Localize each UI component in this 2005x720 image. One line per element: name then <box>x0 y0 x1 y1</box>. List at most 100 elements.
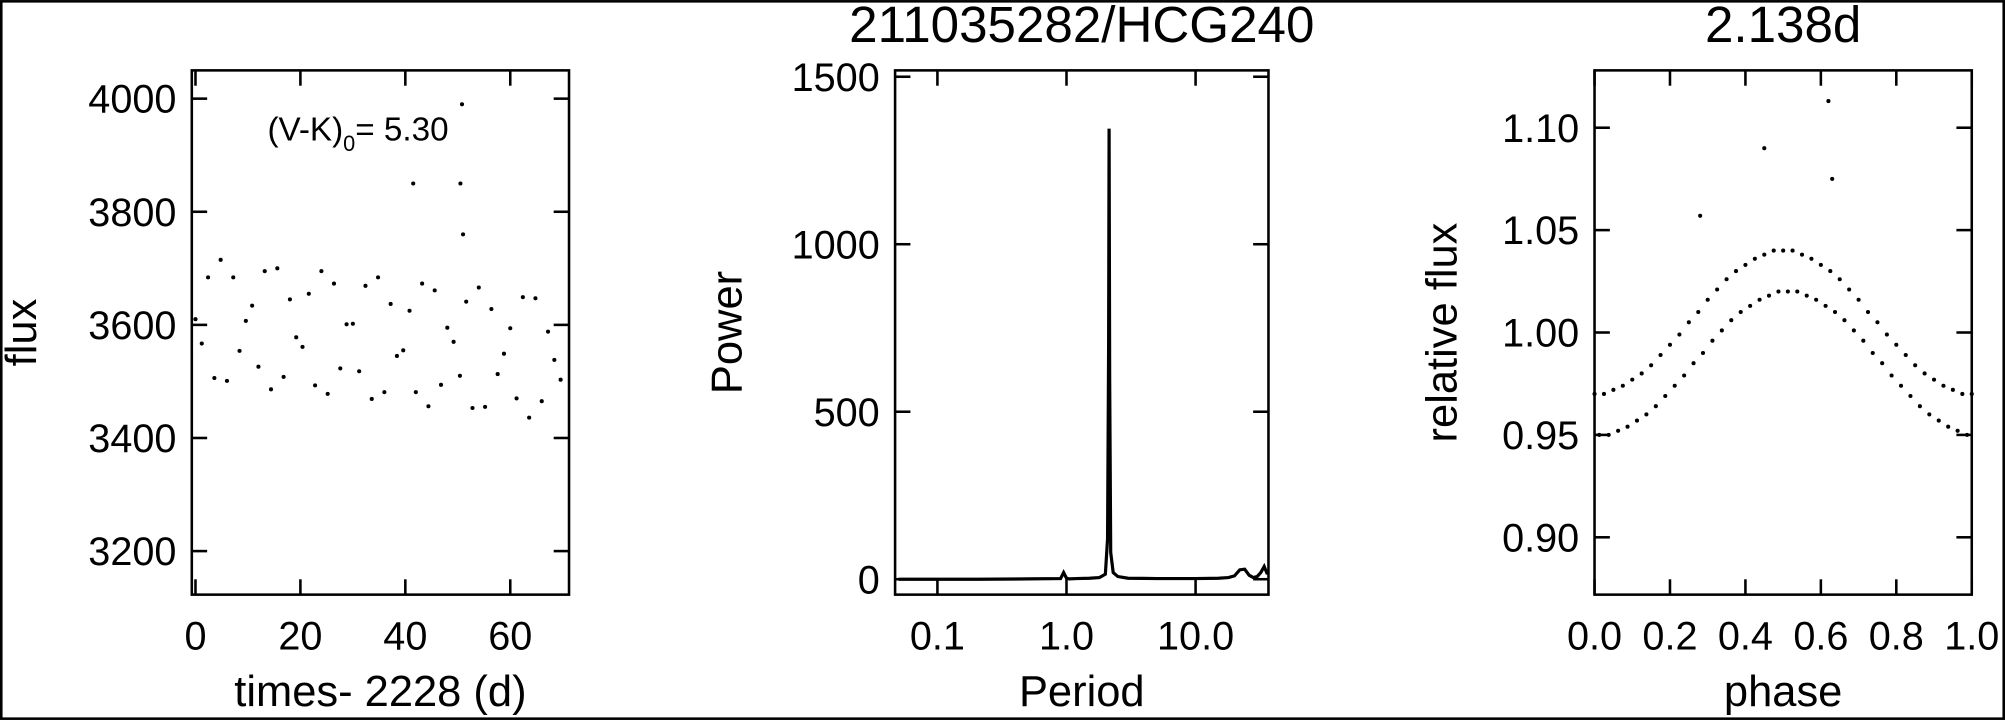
data-point <box>1889 373 1894 378</box>
data-point <box>451 339 456 344</box>
x-tick-label: 10.0 <box>1157 615 1234 659</box>
y-tick-label: 1.00 <box>1502 312 1579 356</box>
data-point <box>1847 287 1852 292</box>
x-axis-label: Period <box>1019 668 1145 716</box>
data-point <box>237 348 242 353</box>
data-point <box>338 366 343 371</box>
data-point <box>1875 320 1880 325</box>
data-point <box>363 283 368 288</box>
data-point <box>1743 262 1748 267</box>
x-tick-label: 0.0 <box>1567 615 1622 659</box>
data-point <box>1969 391 1974 396</box>
y-tick-label: 1500 <box>792 56 880 100</box>
x-tick-label: 20 <box>278 615 322 659</box>
data-point <box>1790 248 1795 253</box>
annotation: (V-K)0= 5.30 <box>267 112 448 156</box>
annotation-main: (V-K) <box>267 112 343 149</box>
x-tick-label: 0 <box>184 615 206 659</box>
data-point <box>1837 277 1842 282</box>
x-axis-label: times- 2228 (d) <box>234 668 526 716</box>
data-point <box>394 353 399 359</box>
y-tick-label: 0.95 <box>1502 414 1579 458</box>
data-point <box>558 377 563 382</box>
data-point <box>401 348 406 353</box>
y-axis-label: flux <box>0 298 46 366</box>
y-tick-label: 0.90 <box>1502 516 1579 560</box>
x-tick-label: 1.0 <box>1039 615 1094 659</box>
data-point <box>331 281 337 286</box>
y-axis-label: relative flux <box>1418 222 1466 442</box>
data-point <box>1799 252 1805 257</box>
data-point <box>1682 373 1687 378</box>
data-point <box>1592 391 1597 396</box>
data-point <box>413 390 418 395</box>
data-point <box>1776 289 1781 294</box>
data-point <box>1762 252 1767 257</box>
data-point <box>1625 424 1630 429</box>
data-point <box>1752 256 1757 261</box>
data-point <box>281 374 286 379</box>
x-tick-label: 0.1 <box>910 615 965 659</box>
data-point <box>1715 287 1720 292</box>
data-point <box>1946 424 1951 429</box>
y-tick-label: 0 <box>858 558 880 602</box>
data-point <box>464 299 469 304</box>
data-point <box>1644 412 1649 417</box>
data-point <box>1922 371 1927 376</box>
data-point <box>1757 297 1762 302</box>
data-point <box>407 308 412 313</box>
data-point <box>218 257 223 262</box>
data-point <box>1832 309 1838 315</box>
data-point <box>1964 432 1970 437</box>
plot-area <box>893 69 1270 596</box>
plot-area <box>190 69 571 596</box>
data-point <box>250 303 255 308</box>
y-axis-label: Power <box>704 271 752 394</box>
data-point <box>1677 332 1682 337</box>
data-point <box>1785 289 1790 294</box>
data-point <box>438 382 444 387</box>
x-tick-label: 40 <box>383 615 427 659</box>
data-point <box>1917 404 1922 409</box>
data-point <box>1719 328 1724 333</box>
data-point <box>294 335 299 340</box>
data-point <box>1696 309 1701 315</box>
data-point <box>1733 269 1739 274</box>
data-point <box>539 399 544 404</box>
x-tick-label: 1.0 <box>1944 615 1999 659</box>
data-point <box>1826 99 1831 104</box>
data-point <box>1781 248 1786 253</box>
data-point <box>1606 432 1611 437</box>
data-point <box>1724 277 1729 282</box>
data-point <box>193 317 198 322</box>
data-point <box>1698 213 1703 218</box>
x-tick-label: 0.6 <box>1793 615 1848 659</box>
data-point <box>1884 332 1889 337</box>
data-point <box>1818 262 1823 267</box>
data-point <box>1941 383 1946 388</box>
y-tick-label: 1.05 <box>1502 209 1579 253</box>
data-point <box>501 351 507 356</box>
data-point <box>1927 412 1932 417</box>
data-point <box>1616 428 1621 433</box>
data-point <box>224 378 230 383</box>
y-tick-label: 3400 <box>88 417 176 461</box>
data-point <box>1672 383 1677 388</box>
data-point <box>445 325 450 330</box>
data-point <box>1639 371 1644 376</box>
data-point <box>1691 361 1696 366</box>
data-point <box>514 396 519 401</box>
data-point <box>508 326 513 331</box>
data-point <box>1894 342 1899 347</box>
data-point <box>552 357 557 362</box>
y-tick-label: 500 <box>814 391 880 435</box>
x-tick-label: 0.4 <box>1718 615 1773 659</box>
x-tick-label: 60 <box>488 615 532 659</box>
data-point <box>1634 418 1640 423</box>
data-point <box>1597 432 1602 437</box>
data-point <box>275 266 280 271</box>
data-point <box>460 232 466 237</box>
